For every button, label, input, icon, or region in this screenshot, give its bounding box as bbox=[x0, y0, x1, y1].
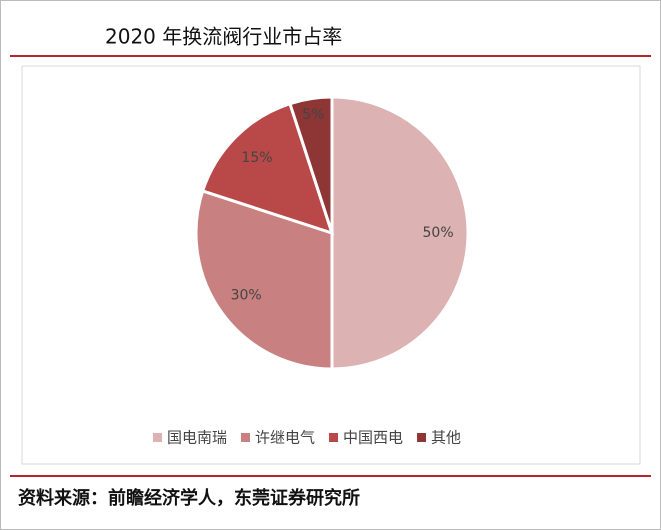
legend-label: 中国西电 bbox=[343, 429, 403, 447]
data-label: 50% bbox=[423, 225, 454, 241]
data-label: 5% bbox=[302, 107, 324, 123]
legend-swatch bbox=[241, 433, 251, 442]
pie-slice bbox=[288, 95, 334, 234]
legend-swatch bbox=[329, 433, 339, 442]
pie-slice bbox=[330, 95, 470, 371]
legend-label: 国电南瑞 bbox=[167, 429, 227, 447]
legend-label: 其他 bbox=[431, 429, 461, 447]
legend-swatch bbox=[417, 433, 427, 442]
plot-border bbox=[21, 65, 641, 465]
data-label: 15% bbox=[241, 150, 272, 166]
legend-label: 许继电气 bbox=[255, 429, 315, 447]
source: 资料来源：前瞻经济学人，东莞证券研究所 bbox=[18, 487, 360, 509]
pie-slice bbox=[194, 189, 334, 371]
legend-swatch bbox=[153, 433, 162, 442]
data-label: 30% bbox=[231, 287, 262, 303]
chart-title: 2020 年换流阀行业市占率 bbox=[105, 25, 342, 49]
